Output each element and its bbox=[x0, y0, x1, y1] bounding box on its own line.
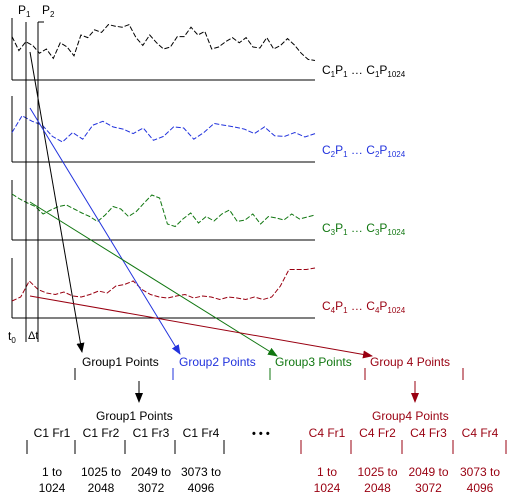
group4-range-3: 2049 to 3072 bbox=[408, 465, 449, 495]
c1-waveform bbox=[11, 23, 316, 61]
group4-points-label: Group 4 Points bbox=[370, 355, 451, 369]
c3-waveform bbox=[11, 193, 316, 228]
frames-ellipsis: • • • bbox=[252, 428, 270, 440]
t0-label: t0 bbox=[8, 329, 16, 346]
channel2-label: C2P1 … C2P1024 bbox=[322, 143, 406, 160]
group3-points-label: Group3 Points bbox=[275, 355, 352, 369]
c4-waveform bbox=[11, 267, 316, 302]
c2-waveform bbox=[11, 115, 316, 143]
group4-frame-1: C4 Fr1 bbox=[308, 426, 346, 440]
group1-frame-ticks bbox=[26, 440, 225, 454]
channel1-label: C1P1 … C1P1024 bbox=[322, 63, 406, 80]
group1-breakdown-title: Group1 Points bbox=[96, 409, 173, 423]
waveforms bbox=[11, 18, 316, 319]
arrow-to-group4 bbox=[29, 295, 373, 359]
group4-frame-2: C4 Fr2 bbox=[359, 426, 396, 440]
group4-frame-ticks bbox=[300, 440, 507, 454]
group1-range-3: 2049 to 3072 bbox=[130, 465, 172, 495]
group1-frame-1: C1 Fr1 bbox=[33, 426, 71, 440]
group2-points-label: Group2 Points bbox=[179, 355, 256, 369]
group4-frame-4: C4 Fr4 bbox=[461, 426, 499, 440]
group1-frame-4: C1 Fr4 bbox=[182, 426, 220, 440]
group4-range-1: 1 to 1024 bbox=[313, 465, 341, 495]
arrow-to-group1 bbox=[29, 51, 85, 353]
group1-range-2: 1025 to 2048 bbox=[80, 465, 122, 495]
group1-frame-2: C1 Fr2 bbox=[82, 426, 120, 440]
group4-frame-3: C4 Fr3 bbox=[410, 426, 447, 440]
group4-range-2: 1025 to 2048 bbox=[357, 465, 398, 495]
p1-label: P1 bbox=[18, 3, 31, 20]
group4-breakdown-title: Group4 Points bbox=[372, 409, 449, 423]
arrow-to-group3 bbox=[29, 201, 278, 357]
group1-range-4: 3073 to 4096 bbox=[180, 465, 222, 495]
channel3-label: C3P1 … C3P1024 bbox=[322, 221, 406, 238]
group-row-ticks bbox=[74, 368, 464, 380]
group4-range-4: 3073 to 4096 bbox=[459, 465, 501, 495]
p2-label: P2 bbox=[42, 3, 55, 20]
arrow-to-group2 bbox=[29, 107, 181, 355]
group1-frame-3: C1 Fr3 bbox=[132, 426, 170, 440]
group1-points-label: Group1 Points bbox=[82, 355, 159, 369]
channel4-label: C4P1 … C4P1024 bbox=[322, 299, 406, 316]
group1-range-1: 1 to 1024 bbox=[38, 465, 66, 495]
dt-label: Δt bbox=[28, 330, 39, 342]
